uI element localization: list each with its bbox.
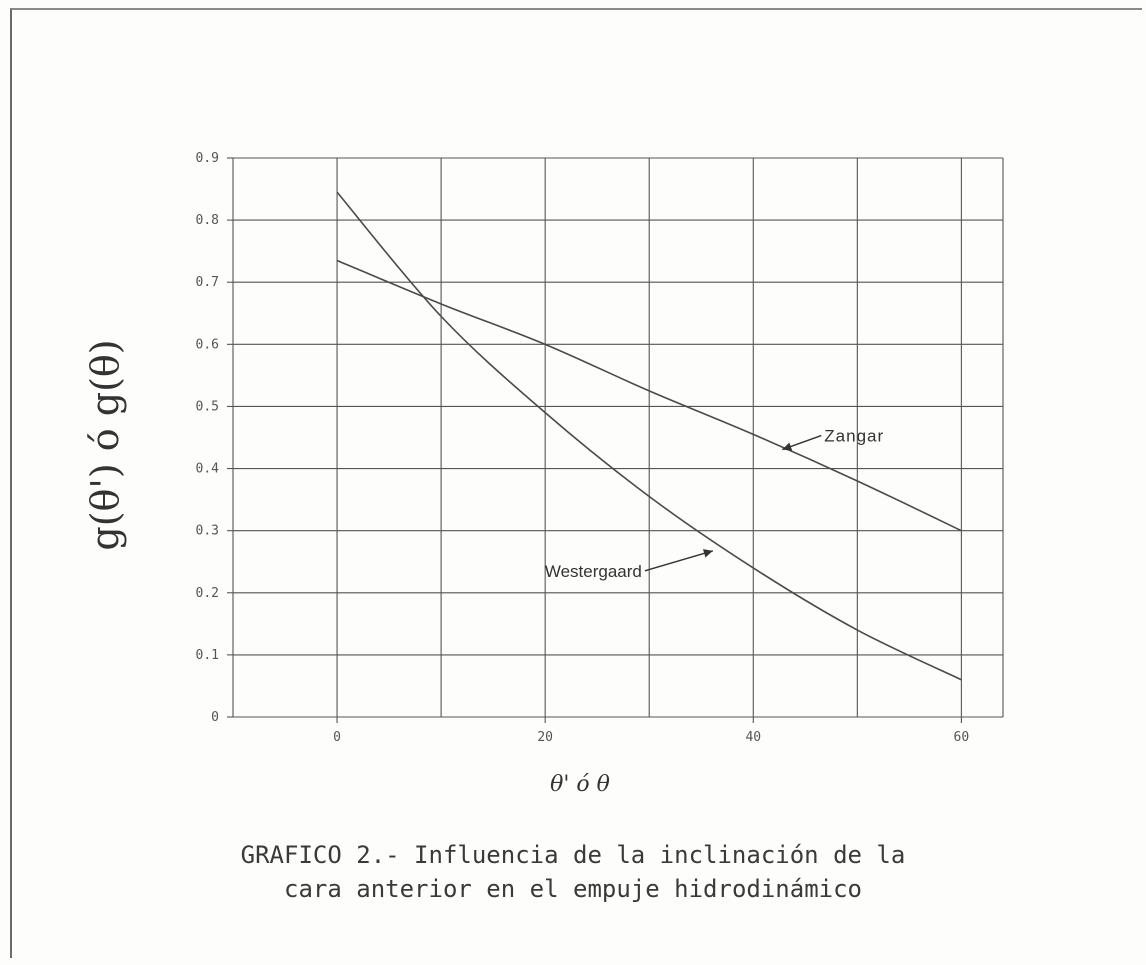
y-tick-label-2: 0.2: [196, 586, 219, 601]
x-tick-label-0: 0: [333, 730, 341, 745]
y-tick-label-1: 0.1: [196, 648, 219, 663]
westergaard-arrow-shaft: [644, 550, 714, 572]
series-layer: [336, 191, 962, 681]
y-axis-label: g(θ') ó g(θ): [83, 339, 127, 550]
y-tick-label-0: 0: [211, 710, 219, 725]
y-tick-label-4: 0.4: [196, 462, 220, 477]
caption-line-1: GRAFICO 2.- Influencia de la inclinación…: [240, 841, 906, 869]
y-tick-label-7: 0.7: [196, 275, 219, 290]
x-axis-label: θ' ó θ: [550, 772, 610, 797]
x-tick-label-3: 60: [954, 730, 970, 745]
annotations: Zangar Westergaard: [545, 427, 884, 581]
grid: [227, 157, 1004, 723]
figure-caption: GRAFICO 2.- Influencia de la inclinación…: [0, 838, 1146, 906]
x-tick-label-1: 20: [537, 730, 553, 745]
zangar-arrow-head: [782, 442, 793, 451]
westergaard-arrow-head: [702, 549, 713, 558]
series-label-zangar: Zangar: [824, 427, 884, 446]
series-label-westergaard: Westergaard: [545, 562, 642, 581]
y-tick-label-5: 0.5: [196, 399, 219, 414]
y-tick-label-8: 0.8: [196, 213, 219, 228]
y-tick-label-3: 0.3: [196, 524, 219, 539]
y-tick-label-6: 0.6: [196, 337, 219, 352]
figure-frame: [10, 8, 1142, 958]
x-tick-label-2: 40: [745, 730, 761, 745]
tick-labels: 0 0.1 0.2 0.3 0.4 0.5 0.6 0.7 0.8 0.9 0 20 40 60: [196, 151, 970, 745]
y-tick-label-9: 0.9: [196, 151, 219, 166]
series-line-zangar: [336, 259, 962, 532]
caption-line-2: cara anterior en el empuje hidrodinámico: [284, 875, 862, 903]
series-line-westergaard: [336, 191, 962, 681]
